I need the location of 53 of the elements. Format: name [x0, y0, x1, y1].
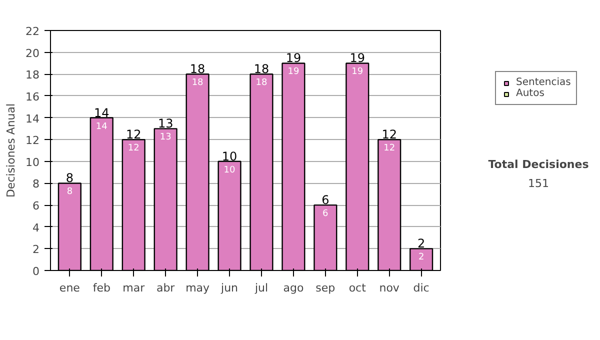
y-tick-label: 18 — [26, 68, 40, 82]
x-tick-label: ago — [283, 282, 304, 294]
y-tick-label: 2 — [32, 243, 40, 256]
data-label: 12 — [384, 144, 396, 154]
data-label: 12 — [128, 144, 140, 154]
x-tick-label: ene — [59, 282, 80, 294]
y-tick-label: 8 — [32, 178, 40, 191]
total-label: 2 — [418, 236, 426, 251]
x-tick-label: sep — [316, 282, 336, 294]
data-label: 19 — [288, 67, 300, 78]
x-tick-label: feb — [92, 282, 110, 294]
data-label: 8 — [66, 187, 73, 198]
total-label: 14 — [94, 106, 110, 120]
x-tick-label: jul — [254, 282, 268, 294]
legend-label: Autos — [516, 88, 544, 99]
y-tick-label: 0 — [32, 265, 40, 278]
y-tick-label: 6 — [32, 200, 40, 213]
total-label: 18 — [190, 62, 206, 76]
total-label: 10 — [222, 149, 238, 164]
y-tick-label: 10 — [26, 156, 40, 169]
legend-label: Sentencias — [516, 77, 571, 88]
total-label: 12 — [126, 128, 142, 142]
y-tick-label: 20 — [26, 46, 40, 60]
x-tick-label: nov — [379, 282, 400, 294]
text: 151 — [528, 177, 549, 190]
y-tick-label: 16 — [26, 90, 40, 104]
total-label: 12 — [382, 128, 397, 142]
y-tick-label: 4 — [32, 221, 40, 234]
y-tick-label: 22 — [26, 25, 40, 38]
x-tick-label: may — [186, 282, 210, 294]
data-label: 13 — [160, 132, 172, 143]
y-axis-title: Decisiones Anual — [4, 103, 18, 198]
total-label: 6 — [322, 193, 330, 208]
data-label: 14 — [96, 122, 108, 132]
total-label: 8 — [66, 171, 74, 186]
data-label: 18 — [256, 78, 268, 88]
y-tick-label: 14 — [26, 112, 40, 126]
total-label: 18 — [254, 62, 270, 76]
data-label: 6 — [322, 209, 329, 220]
x-tick-label: mar — [122, 282, 146, 294]
total-label: 19 — [286, 51, 302, 66]
x-tick-label: oct — [348, 282, 367, 294]
data-label: 18 — [192, 78, 204, 88]
x-tick-label: jun — [220, 282, 238, 294]
x-tick-label: abr — [156, 282, 176, 294]
data-label: 19 — [352, 67, 364, 78]
y-tick-label: 12 — [26, 134, 40, 148]
data-label: 2 — [418, 252, 424, 263]
total-label: 13 — [158, 116, 174, 131]
text: Total Decisiones — [488, 158, 590, 171]
data-label: 10 — [224, 165, 236, 176]
total-label: 19 — [350, 51, 366, 66]
x-tick-label: dic — [413, 282, 430, 294]
